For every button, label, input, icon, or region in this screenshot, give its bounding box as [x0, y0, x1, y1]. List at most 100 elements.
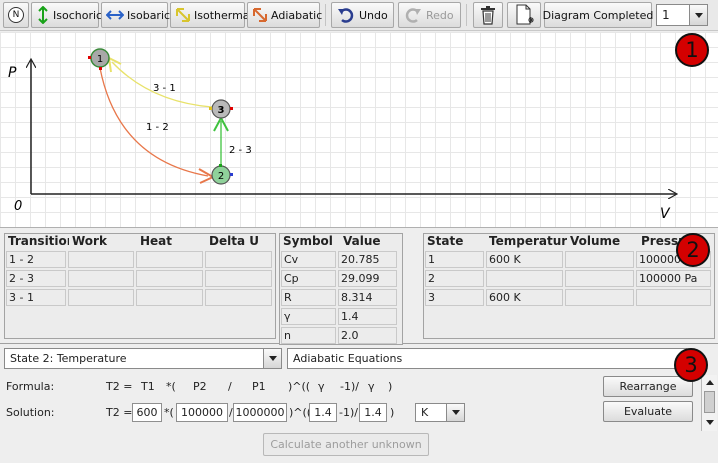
- t1-value-field[interactable]: 600: [132, 403, 162, 422]
- equation-panel: State 2: Temperature Adiabatic Equations…: [0, 345, 718, 463]
- header-work: Work: [72, 234, 107, 248]
- new-document-icon: [516, 4, 534, 25]
- toolbar-divider: [466, 4, 467, 26]
- chevron-down-icon[interactable]: [446, 404, 464, 421]
- equation-select[interactable]: Adiabatic Equations: [287, 348, 687, 369]
- undo-label: Undo: [359, 8, 388, 22]
- rearrange-button[interactable]: Rearrange: [603, 376, 693, 397]
- table-row: 3 600 K: [424, 288, 714, 307]
- table-row: R 8.314: [280, 288, 402, 307]
- redo-button[interactable]: Redo: [398, 2, 461, 28]
- header-delta-u: Delta U: [209, 234, 259, 248]
- redo-label: Redo: [426, 8, 454, 22]
- unknown-select-value: State 2: Temperature: [10, 352, 127, 365]
- isothermal-button[interactable]: Isothermal: [170, 2, 253, 28]
- solution-op: )^((: [289, 406, 312, 419]
- diagram-completed-label: Diagram Completed: [542, 8, 654, 22]
- step-badge-3: 3: [674, 348, 708, 382]
- scroll-thumb[interactable]: [704, 391, 715, 413]
- isobaric-label: Isobaric: [127, 8, 171, 22]
- solution-op: /: [229, 406, 233, 419]
- step-badge-2: 2: [676, 233, 710, 267]
- gamma-value-field[interactable]: 1.4: [359, 403, 387, 422]
- formula-op: *(: [166, 380, 176, 393]
- pv-diagram-canvas: P V 0 1 - 2 2 - 3 3 - 1 1 2: [8, 48, 718, 222]
- new-diagram-button[interactable]: [507, 2, 541, 28]
- process-1-2-curve[interactable]: [99, 67, 209, 177]
- adiabatic-label: Adiabatic: [271, 8, 323, 22]
- constants-table: Symbol Value Cv 20.785 Cp 29.099 R 8.314…: [279, 233, 403, 345]
- header-transition: Transition: [8, 234, 69, 248]
- isobaric-button[interactable]: Isobaric: [101, 2, 171, 28]
- unknown-select[interactable]: State 2: Temperature: [4, 348, 282, 369]
- origin-label: 0: [14, 199, 22, 214]
- transition-table-header: Transition Work Heat Delta U: [5, 234, 275, 250]
- process-1-2-label: 1 - 2: [146, 122, 169, 133]
- scroll-down-icon[interactable]: [702, 415, 717, 429]
- adiabatic-button[interactable]: Adiabatic: [247, 2, 323, 28]
- header-volume: Volume: [570, 234, 621, 248]
- process-2-3-label: 2 - 3: [229, 145, 252, 156]
- p2-value-field[interactable]: 100000: [176, 403, 228, 422]
- chevron-down-icon[interactable]: [263, 349, 281, 368]
- formula-t1: T1: [141, 380, 155, 393]
- solution-lhs: T2 =: [106, 406, 133, 419]
- scroll-up-icon[interactable]: [702, 375, 717, 389]
- gamma-value-field[interactable]: 1.4: [309, 403, 337, 422]
- stage-select-value: 1: [662, 8, 670, 22]
- table-row: 1 - 2: [5, 250, 275, 269]
- formula-lhs: T2 =: [106, 380, 133, 393]
- table-row: Cp 29.099: [280, 269, 402, 288]
- solution-op: *(: [164, 406, 174, 419]
- evaluate-button[interactable]: Evaluate: [603, 401, 693, 422]
- formula-p1: P1: [252, 380, 266, 393]
- undo-icon: [338, 8, 354, 23]
- vertical-arrows-icon: [38, 6, 48, 24]
- diagram-completed-button[interactable]: Diagram Completed: [542, 2, 654, 28]
- state-node-3[interactable]: 3: [209, 99, 233, 119]
- stage-select[interactable]: 1: [656, 4, 708, 26]
- process-3-1-curve[interactable]: [111, 61, 213, 108]
- formula-p2: P2: [193, 380, 207, 393]
- tables-panel: Transition Work Heat Delta U 1 - 2 2 - 3…: [0, 229, 718, 345]
- state-node-1[interactable]: 1: [88, 48, 110, 70]
- formula-gamma: γ: [318, 380, 325, 393]
- state-node-3-label: 3: [218, 105, 225, 116]
- header-heat: Heat: [140, 234, 173, 248]
- constants-table-header: Symbol Value: [280, 234, 402, 250]
- p-axis-label: P: [8, 65, 17, 81]
- toolbar-divider: [325, 4, 326, 26]
- pv-diagram[interactable]: P V 0 1 - 2 2 - 3 3 - 1 1 2: [0, 32, 718, 228]
- unit-select[interactable]: K: [415, 403, 465, 422]
- solution-op: -1)/: [339, 406, 358, 419]
- isochoric-button[interactable]: Isochoric: [31, 2, 103, 28]
- solution-label: Solution:: [6, 406, 55, 419]
- table-row: n 2.0: [280, 326, 402, 345]
- transition-table: Transition Work Heat Delta U 1 - 2 2 - 3…: [4, 233, 276, 339]
- solution-op: ): [390, 406, 395, 419]
- toolbar: N Isochoric Isobaric Isothermal Adiabati…: [0, 0, 718, 31]
- table-row: 2 100000 Pa: [424, 269, 714, 288]
- isochoric-label: Isochoric: [53, 8, 103, 22]
- undo-button[interactable]: Undo: [331, 2, 394, 28]
- process-3-1-label: 3 - 1: [153, 83, 176, 94]
- n-button[interactable]: N: [3, 2, 29, 28]
- equation-scrollbar[interactable]: [701, 375, 717, 431]
- formula-op: -1)/: [340, 380, 359, 393]
- process-1-2-arrowhead: [198, 168, 214, 184]
- diagonal-orange-arrow-icon: [253, 8, 267, 22]
- formula-op: ): [388, 380, 393, 393]
- p1-value-field[interactable]: 1000000: [233, 403, 287, 422]
- redo-icon: [405, 8, 421, 23]
- delete-button[interactable]: [473, 2, 503, 28]
- table-row: 1 600 K 100000 Pa: [424, 250, 714, 269]
- n-circle-icon: N: [8, 7, 24, 23]
- calculate-another-button[interactable]: Calculate another unknown: [263, 433, 429, 456]
- table-row: 3 - 1: [5, 288, 275, 307]
- state-node-2[interactable]: 2: [211, 164, 233, 185]
- chevron-down-icon[interactable]: [689, 5, 707, 25]
- formula-gamma: γ: [368, 380, 375, 393]
- equation-select-value: Adiabatic Equations: [293, 352, 403, 365]
- header-value: Value: [343, 234, 381, 248]
- table-row: Cv 20.785: [280, 250, 402, 269]
